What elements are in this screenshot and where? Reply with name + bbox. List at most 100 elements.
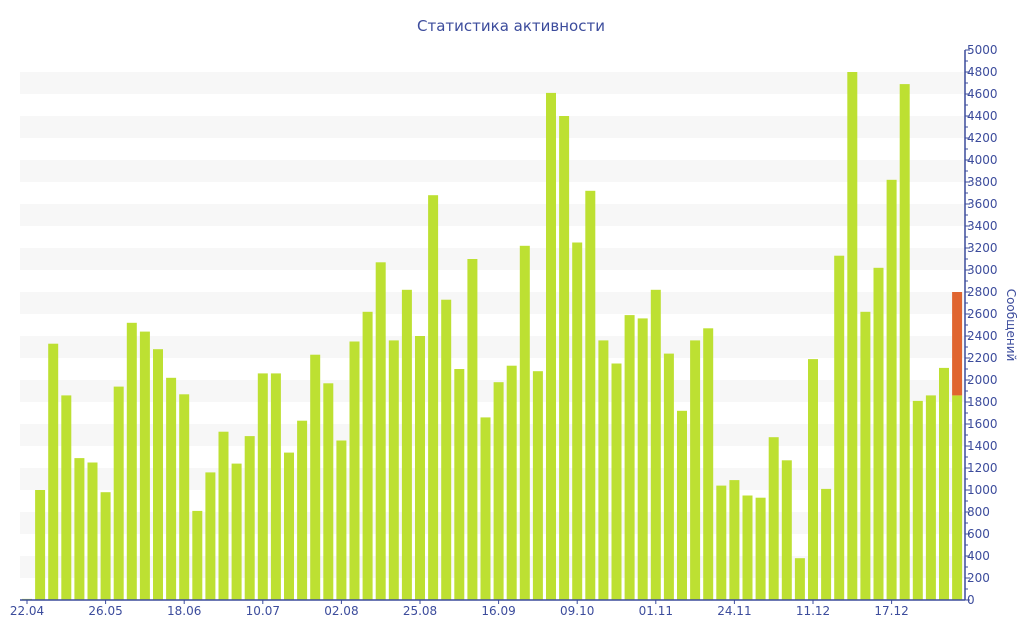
chart-title: Статистика активности: [417, 17, 605, 35]
y-tick-label: 3800: [967, 175, 998, 189]
y-tick-label: 3200: [967, 241, 998, 255]
y-tick-label: 2200: [967, 351, 998, 365]
bar: [585, 190, 596, 601]
grid-band: [20, 248, 965, 270]
y-tick-label: 1000: [967, 483, 998, 497]
y-tick-label: 2600: [967, 307, 998, 321]
bar: [532, 371, 543, 600]
bar: [179, 394, 190, 600]
y-tick-label: 1400: [967, 439, 998, 453]
y-tick-label: 1800: [967, 395, 998, 409]
bar: [100, 492, 111, 600]
y-tick-label: 2800: [967, 285, 998, 299]
bar: [310, 354, 321, 600]
bar: [506, 365, 517, 600]
x-tick-label: 18.06: [167, 604, 201, 618]
bar: [244, 436, 255, 600]
bar: [362, 311, 373, 600]
bar: [375, 262, 386, 600]
y-tick-label: 3000: [967, 263, 998, 277]
y-tick-label: 1600: [967, 417, 998, 431]
y-tick-label: 1200: [967, 461, 998, 475]
bar: [703, 328, 714, 600]
bar: [428, 195, 439, 600]
bar: [559, 116, 570, 600]
x-tick-label: 10.07: [246, 604, 280, 618]
bar: [821, 488, 832, 600]
bar: [546, 92, 556, 601]
bar: [663, 353, 674, 600]
y-tick-label: 200: [967, 571, 990, 585]
bar: [611, 363, 622, 600]
bar: [270, 373, 281, 600]
bar: [454, 369, 465, 600]
bar: [952, 395, 963, 600]
x-tick-label: 26.05: [88, 604, 122, 618]
y-tick-label: 5000: [967, 43, 998, 57]
bar: [519, 245, 530, 601]
grid-band: [20, 556, 965, 578]
grid-bands: [20, 72, 965, 578]
bar: [401, 289, 412, 600]
bar: [336, 440, 347, 600]
bar: [729, 480, 740, 600]
x-tick-label: 01.11: [639, 604, 673, 618]
bars: [22, 72, 963, 601]
grid-band: [20, 468, 965, 490]
bar: [87, 462, 98, 600]
bar: [35, 490, 46, 600]
x-axis: 22.04 26.05 18.06 10.07 02.08 25.08 16.09 09.10…: [10, 599, 965, 618]
bar: [886, 179, 897, 601]
x-tick-label: 22.04: [10, 604, 44, 618]
y-tick-label: 4000: [967, 153, 998, 167]
y-tick-label: 4800: [967, 65, 998, 79]
bar: [415, 336, 425, 600]
y-tick-label: 3400: [967, 219, 998, 233]
grid-band: [20, 292, 965, 314]
grid-band: [20, 116, 965, 138]
bar: [939, 367, 949, 600]
bar: [624, 315, 635, 600]
bar: [808, 359, 818, 600]
bar: [113, 386, 124, 600]
bar: [899, 84, 910, 601]
bar: [61, 395, 72, 600]
y-tick-label: 4600: [967, 87, 998, 101]
x-tick-label: 09.10: [560, 604, 594, 618]
x-tick-label: 16.09: [481, 604, 515, 618]
bar: [297, 420, 308, 600]
bar: [388, 340, 399, 600]
bar: [231, 463, 242, 600]
bar: [493, 382, 504, 600]
bar: [48, 343, 59, 600]
bar: [467, 259, 478, 600]
bar: [742, 495, 753, 600]
bar: [598, 340, 609, 600]
x-tick-label: 25.08: [403, 604, 437, 618]
grid-band: [20, 424, 965, 446]
x-tick-label: 02.08: [324, 604, 358, 618]
y-axis-label: Сообщений: [1004, 289, 1018, 362]
bar: [349, 341, 360, 600]
bar: [768, 437, 779, 600]
bar: [650, 289, 661, 600]
x-tick-label: 24.11: [717, 604, 751, 618]
bar: [755, 497, 766, 600]
bar: [205, 472, 216, 600]
bar: [690, 340, 701, 600]
bar-current: [952, 292, 963, 396]
bar: [716, 485, 727, 600]
bar: [166, 377, 177, 600]
bar: [139, 331, 150, 600]
bar: [480, 417, 491, 600]
bar: [126, 322, 137, 600]
bar: [323, 383, 334, 600]
bar: [153, 349, 163, 600]
grid-band: [20, 512, 965, 534]
y-tick-label: 2000: [967, 373, 998, 387]
bar: [74, 458, 85, 600]
y-axis: 0 200 400 600 800 1000 1200 1400 1600 1800 2000 220…: [964, 43, 998, 607]
y-tick-label: 400: [967, 549, 990, 563]
x-tick-label: 17.12: [874, 604, 908, 618]
